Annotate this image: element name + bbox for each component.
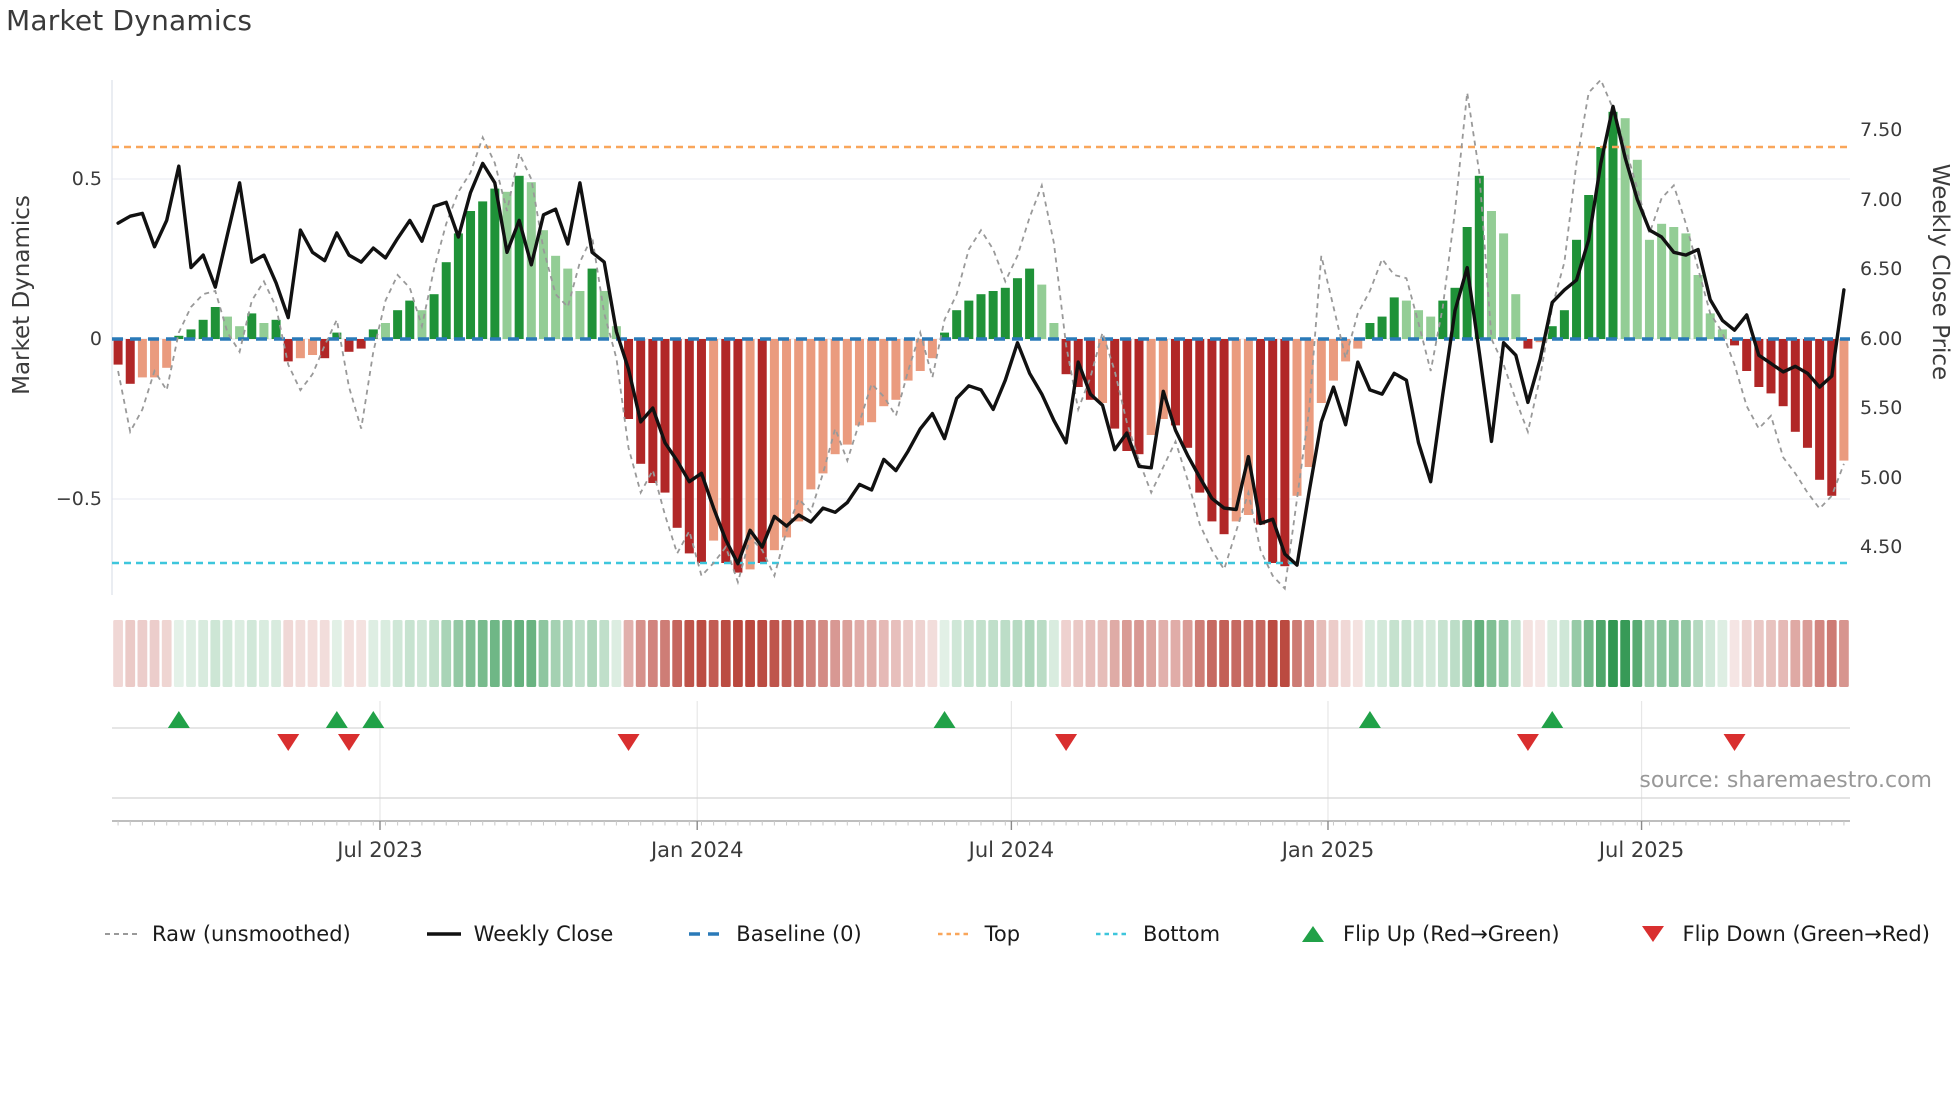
- legend-item-label: Raw (unsmoothed): [152, 922, 351, 946]
- flip-down-marker: [277, 734, 300, 751]
- legend-item-label: Weekly Close: [473, 922, 614, 946]
- lower-panel-lines: [112, 701, 1850, 830]
- legend-item-bottom: Bottom: [1095, 922, 1220, 946]
- heatmap-strip: [113, 620, 1849, 687]
- flip-up-marker: [1541, 711, 1564, 728]
- oscillator-bars: [113, 111, 1849, 573]
- left-axis-tick-label: 0.5: [71, 168, 102, 190]
- legend: Raw (unsmoothed) Weekly Close Baseline (…: [104, 922, 1930, 946]
- right-axis-tick-label: 6.00: [1860, 327, 1903, 350]
- x-axis-tick-label: Jul 2024: [968, 838, 1055, 862]
- source-note: source: sharemaestro.com: [1639, 768, 1932, 793]
- left-axis-title: Market Dynamics: [9, 195, 35, 395]
- flip-down-marker: [617, 734, 640, 751]
- reference-lines: [112, 145, 1850, 565]
- legend-item-label: Top: [984, 922, 1021, 946]
- right-axis-tick-label: 5.50: [1860, 397, 1903, 419]
- legend-item-label: Flip Down (Green→Red): [1682, 922, 1930, 946]
- right-axis-tick-label: 6.50: [1860, 258, 1903, 280]
- legend-item-flip-up: Flip Up (Red→Green): [1295, 922, 1560, 946]
- close-line: [116, 104, 1846, 567]
- flip-down-marker: [1723, 734, 1746, 751]
- flip-up-marker: [167, 711, 190, 728]
- x-axis-tick-label: Jul 2023: [337, 838, 423, 862]
- legend-item-flip-down: Flip Down (Green→Red): [1635, 922, 1930, 946]
- close-line-swatch-icon: [426, 924, 462, 944]
- legend-item-label: Flip Up (Red→Green): [1342, 922, 1560, 946]
- legend-item-baseline: Baseline (0): [688, 922, 862, 946]
- right-axis-tick-label: 7.50: [1860, 119, 1903, 141]
- raw-line: [117, 78, 1845, 591]
- right-axis-title: Weekly Close Price: [1927, 163, 1953, 381]
- x-axis-tick-label: Jan 2025: [1281, 838, 1375, 862]
- flip-down-marker: [1516, 734, 1539, 751]
- flip-up-marker: [362, 711, 385, 728]
- legend-item-weekly-close: Weekly Close: [426, 922, 614, 946]
- right-axis-tick-label: 5.00: [1860, 466, 1903, 489]
- legend-item-raw: Raw (unsmoothed): [104, 922, 351, 946]
- flip-up-marker: [933, 711, 956, 728]
- legend-item-label: Bottom: [1143, 922, 1221, 946]
- x-axis-tick-label: Jul 2025: [1598, 838, 1685, 862]
- flip-up-icon: [1295, 924, 1331, 944]
- left-axis-tick-label: 0: [89, 328, 102, 350]
- bottom-line-swatch-icon: [1095, 924, 1131, 944]
- flip-down-marker: [1055, 734, 1078, 751]
- page-title: Market Dynamics: [6, 4, 253, 37]
- baseline-swatch-icon: [688, 924, 724, 944]
- flip-up-marker: [325, 711, 348, 728]
- legend-item-top: Top: [937, 922, 1020, 946]
- raw-line-swatch-icon: [104, 924, 140, 944]
- flip-markers: [167, 711, 1746, 751]
- right-axis-tick-label: 7.00: [1860, 188, 1903, 211]
- flip-up-marker: [1358, 711, 1381, 728]
- x-axis-tick-label: Jan 2024: [650, 838, 744, 862]
- legend-item-label: Baseline (0): [736, 922, 862, 946]
- left-axis-tick-label: −0.5: [55, 488, 102, 510]
- flip-down-icon: [1635, 924, 1671, 944]
- top-line-swatch-icon: [937, 924, 973, 944]
- flip-down-marker: [338, 734, 360, 751]
- right-axis-tick-label: 4.50: [1860, 536, 1903, 558]
